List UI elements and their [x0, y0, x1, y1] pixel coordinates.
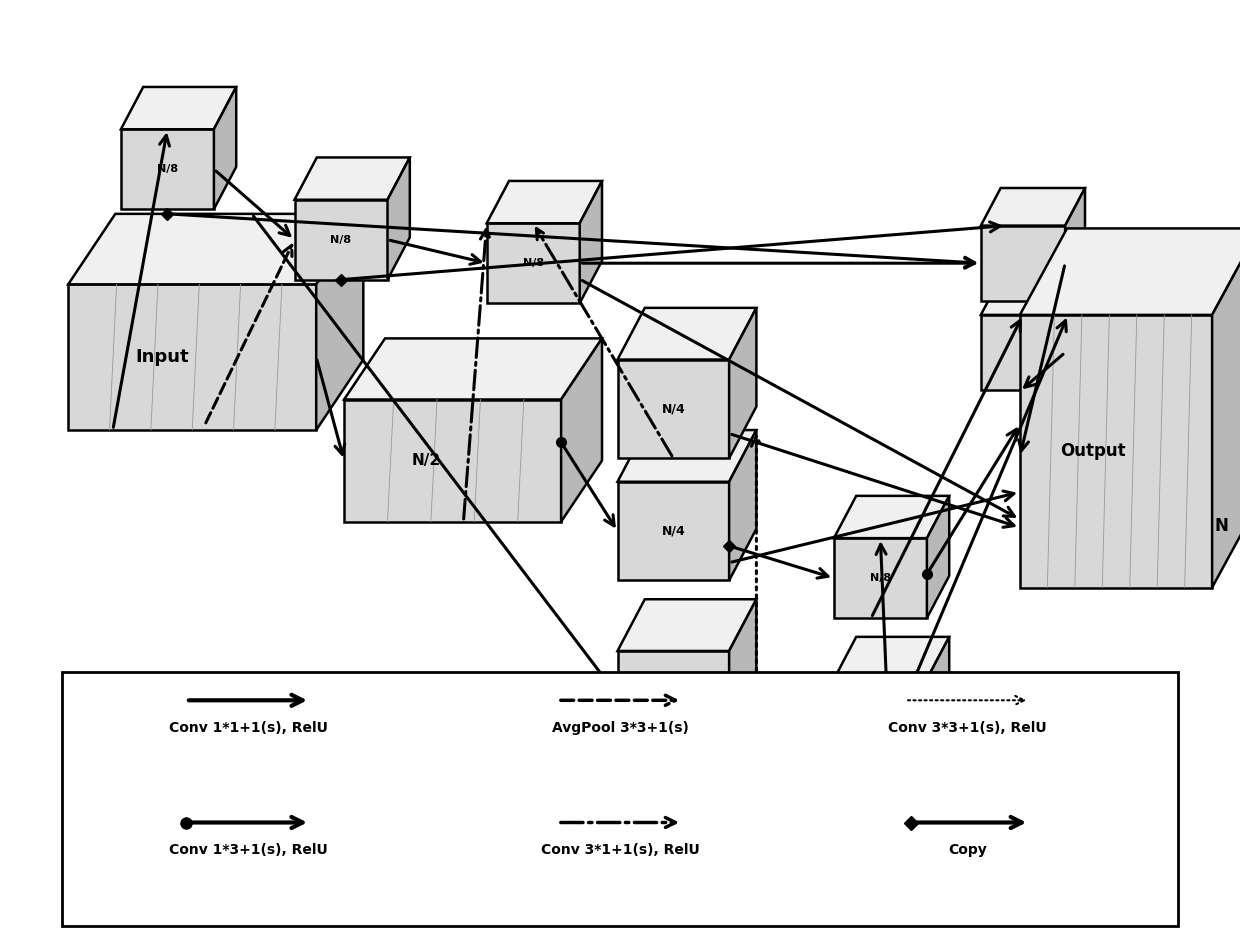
- Text: Conv 3*1+1(s), RelU: Conv 3*1+1(s), RelU: [541, 843, 699, 857]
- Polygon shape: [981, 226, 1065, 301]
- Polygon shape: [981, 188, 1085, 226]
- Polygon shape: [1019, 228, 1240, 315]
- Text: AvgPool 3*3+1(s): AvgPool 3*3+1(s): [552, 721, 688, 735]
- Polygon shape: [833, 538, 926, 619]
- Text: N/8: N/8: [869, 573, 892, 583]
- Text: Conv 1*3+1(s), RelU: Conv 1*3+1(s), RelU: [169, 843, 327, 857]
- Polygon shape: [68, 214, 363, 284]
- Text: N/4: N/4: [661, 694, 686, 707]
- Polygon shape: [729, 600, 756, 750]
- Polygon shape: [486, 224, 580, 304]
- Text: Output: Output: [1060, 442, 1126, 461]
- Polygon shape: [213, 87, 236, 210]
- Text: Input: Input: [135, 348, 190, 367]
- Text: Conv 1*1+1(s), RelU: Conv 1*1+1(s), RelU: [169, 721, 327, 735]
- Polygon shape: [560, 338, 601, 522]
- Polygon shape: [833, 496, 950, 538]
- Polygon shape: [618, 431, 756, 482]
- Polygon shape: [1213, 228, 1240, 588]
- Polygon shape: [981, 277, 1085, 315]
- Polygon shape: [1065, 188, 1085, 301]
- Polygon shape: [387, 157, 409, 280]
- Polygon shape: [926, 637, 950, 760]
- Polygon shape: [833, 637, 950, 679]
- Polygon shape: [580, 180, 603, 304]
- FancyBboxPatch shape: [62, 672, 1178, 926]
- Polygon shape: [295, 157, 409, 200]
- Polygon shape: [343, 400, 560, 522]
- Text: N/4: N/4: [661, 402, 686, 415]
- Polygon shape: [343, 338, 601, 400]
- Text: N: N: [1214, 517, 1229, 536]
- Polygon shape: [618, 600, 756, 651]
- Polygon shape: [486, 180, 603, 224]
- Polygon shape: [833, 679, 926, 760]
- Text: N/8: N/8: [156, 164, 179, 174]
- Polygon shape: [1065, 277, 1085, 390]
- Polygon shape: [926, 496, 950, 619]
- Text: N/8: N/8: [522, 258, 544, 268]
- Polygon shape: [729, 308, 756, 459]
- Text: N/4: N/4: [661, 525, 686, 538]
- Polygon shape: [122, 130, 213, 210]
- Text: Copy: Copy: [947, 843, 987, 857]
- Text: Conv 3*3+1(s), RelU: Conv 3*3+1(s), RelU: [888, 721, 1047, 735]
- Polygon shape: [729, 431, 756, 581]
- Polygon shape: [68, 284, 316, 431]
- Text: N/8: N/8: [869, 714, 892, 724]
- Polygon shape: [316, 214, 363, 431]
- Polygon shape: [618, 308, 756, 360]
- Polygon shape: [981, 315, 1065, 390]
- Polygon shape: [618, 651, 729, 750]
- Polygon shape: [1019, 315, 1213, 588]
- Text: N/8: N/8: [330, 235, 352, 244]
- Polygon shape: [122, 87, 236, 130]
- Polygon shape: [295, 200, 387, 280]
- Polygon shape: [618, 360, 729, 459]
- Polygon shape: [618, 482, 729, 581]
- Text: N/2: N/2: [412, 453, 441, 468]
